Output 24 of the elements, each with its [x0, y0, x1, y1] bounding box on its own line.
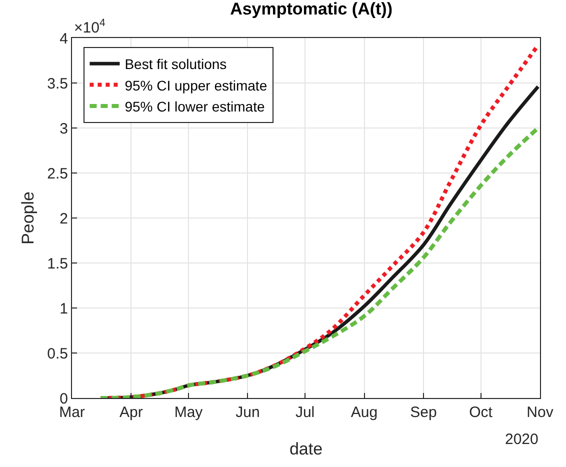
- y-tick-label: 2: [60, 210, 68, 228]
- y-tick-label: 3.5: [47, 75, 68, 92]
- legend-label: 95% CI upper estimate: [124, 77, 268, 94]
- x-axis-title: date: [289, 439, 323, 458]
- y-tick-label: 0.5: [47, 345, 68, 362]
- y-tick-label: 4: [60, 30, 68, 48]
- x-tick-label: Apr: [120, 404, 143, 421]
- x-tick-label: Sep: [410, 404, 437, 421]
- x-tick-label: Nov: [526, 404, 554, 421]
- y-axis-title: People: [18, 192, 38, 244]
- y-tick-label: 1.5: [47, 255, 68, 272]
- x-tick-label: Jun: [236, 404, 260, 421]
- chart-title: Asymptomatic (A(t)): [230, 0, 393, 18]
- y-tick-label: 1: [60, 300, 68, 318]
- text: ×10$^{4}$: [74, 17, 106, 36]
- x-tick-label: Jul: [295, 404, 315, 421]
- x-tick-label: May: [174, 404, 204, 421]
- legend-label: 95% CI lower estimate: [124, 98, 265, 114]
- x-tick-label: Oct: [469, 404, 494, 421]
- x-tick-label: Aug: [350, 404, 378, 421]
- text: 2020: [505, 431, 538, 448]
- y-tick-label: 3: [60, 120, 68, 138]
- y-tick-label: 2.5: [47, 165, 68, 182]
- legend-label: Best fit solutions: [124, 56, 227, 72]
